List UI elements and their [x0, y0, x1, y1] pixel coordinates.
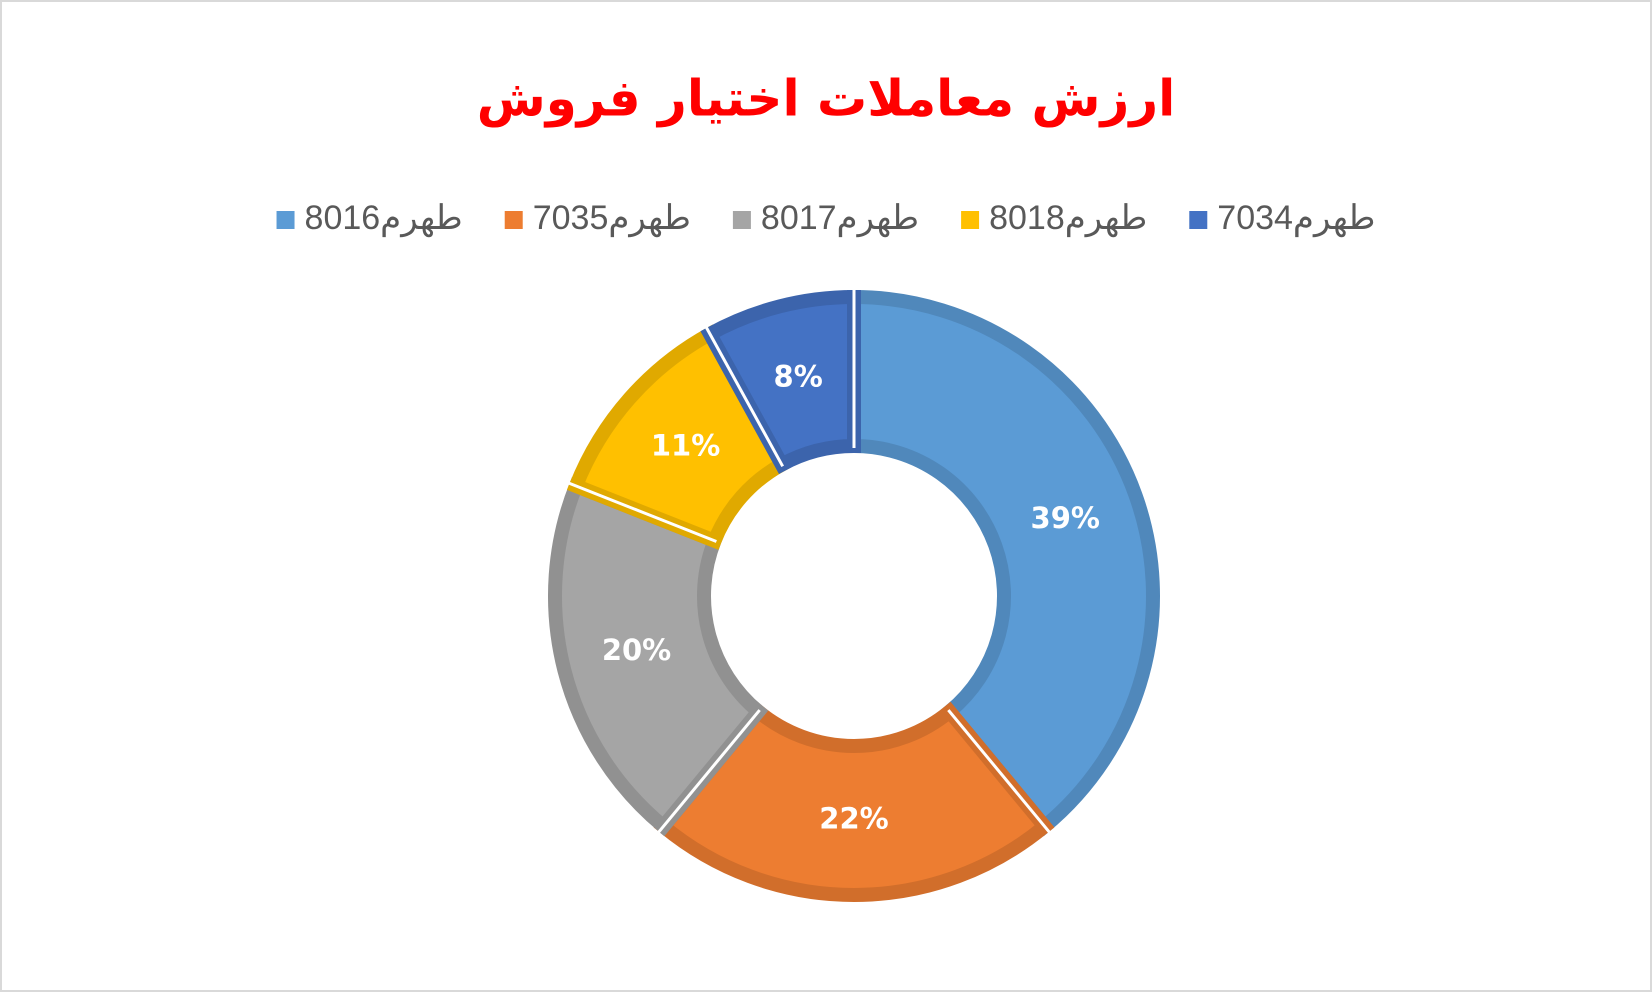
legend-swatch — [276, 211, 295, 229]
legend-swatch — [732, 211, 751, 229]
data-label: 22% — [819, 802, 888, 836]
legend-swatch — [961, 211, 980, 229]
donut-slice — [847, 289, 1160, 837]
legend: طهرم8016 طهرم7035 طهرم8017 طهرم8018 طهرم7034 — [276, 199, 1375, 238]
slice-separator — [568, 481, 717, 543]
legend-label: طهرم8018 — [989, 199, 1147, 238]
legend-label: طهرم8017 — [761, 199, 919, 238]
donut-slice — [548, 476, 769, 837]
legend-item: طهرم7035 — [504, 199, 691, 238]
data-label: 11% — [651, 429, 720, 463]
data-label: 20% — [602, 633, 671, 667]
plot-area: 39% 22% 20% 11% 8% — [548, 289, 1160, 902]
legend-item: طهرم8018 — [961, 199, 1147, 238]
slice-separator — [947, 709, 1051, 834]
slice-separator — [657, 709, 761, 834]
data-label: 8% — [774, 360, 823, 394]
donut-slice — [653, 701, 1055, 902]
legend-label: طهرم8016 — [305, 199, 463, 238]
slice-separator — [704, 326, 785, 468]
legend-label: طهرم7034 — [1217, 199, 1375, 238]
legend-item: طهرم7034 — [1189, 199, 1375, 238]
data-label: 39% — [1031, 501, 1100, 535]
legend-label: طهرم7035 — [533, 199, 691, 238]
legend-swatch — [504, 211, 523, 229]
legend-item: طهرم8016 — [276, 199, 463, 238]
legend-swatch — [1189, 211, 1208, 229]
legend-item: طهرم8017 — [732, 199, 919, 238]
chart-title: ارزش معاملات اختیار فروش — [477, 70, 1176, 129]
